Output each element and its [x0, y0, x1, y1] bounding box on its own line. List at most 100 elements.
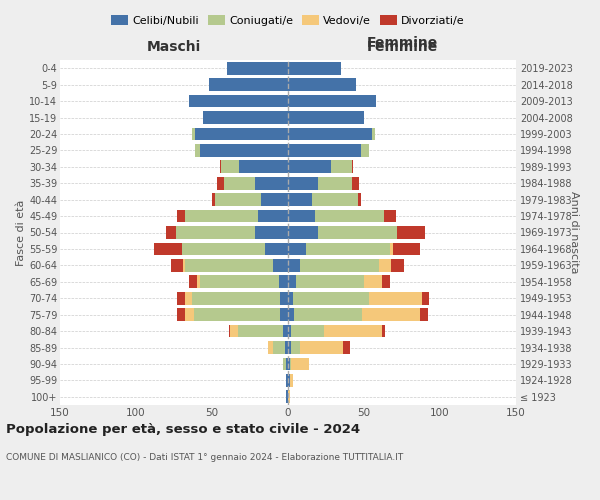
Bar: [296, 276, 364, 288]
Bar: [183, 259, 185, 272]
Bar: [185, 292, 192, 304]
Bar: [273, 341, 285, 354]
Bar: [254, 226, 288, 239]
Bar: [200, 144, 288, 157]
Bar: [227, 62, 288, 74]
Y-axis label: Anni di nascita: Anni di nascita: [569, 191, 578, 274]
Bar: [290, 374, 293, 387]
Bar: [422, 292, 430, 304]
Bar: [182, 242, 265, 256]
Text: Femmine: Femmine: [367, 36, 437, 50]
Bar: [288, 390, 290, 403]
Bar: [288, 259, 300, 272]
Bar: [306, 242, 390, 256]
Bar: [197, 276, 200, 288]
Bar: [154, 242, 182, 256]
Bar: [288, 276, 296, 288]
Text: Popolazione per età, sesso e stato civile - 2024: Popolazione per età, sesso e stato civil…: [6, 422, 360, 436]
Bar: [371, 128, 374, 140]
Text: Femmine: Femmine: [367, 40, 437, 54]
Bar: [254, 177, 288, 190]
Bar: [185, 210, 257, 222]
Bar: [293, 292, 368, 304]
Bar: [288, 308, 294, 321]
Bar: [257, 210, 288, 222]
Bar: [280, 292, 288, 304]
Bar: [361, 144, 368, 157]
Bar: [397, 226, 425, 239]
Bar: [288, 128, 371, 140]
Bar: [290, 358, 291, 370]
Bar: [286, 390, 288, 403]
Bar: [343, 341, 350, 354]
Bar: [319, 226, 397, 239]
Bar: [268, 341, 273, 354]
Bar: [316, 210, 384, 222]
Bar: [288, 193, 313, 206]
Bar: [352, 160, 353, 173]
Bar: [194, 308, 280, 321]
Bar: [283, 358, 286, 370]
Bar: [364, 276, 382, 288]
Bar: [288, 242, 306, 256]
Bar: [390, 242, 393, 256]
Bar: [176, 226, 254, 239]
Bar: [331, 160, 352, 173]
Bar: [285, 341, 288, 354]
Bar: [220, 160, 221, 173]
Bar: [185, 308, 194, 321]
Bar: [384, 210, 396, 222]
Bar: [288, 94, 376, 108]
Bar: [288, 374, 290, 387]
Bar: [358, 193, 361, 206]
Bar: [325, 324, 382, 338]
Bar: [420, 308, 428, 321]
Bar: [221, 160, 239, 173]
Bar: [294, 308, 362, 321]
Bar: [238, 324, 283, 338]
Bar: [177, 210, 185, 222]
Bar: [217, 177, 224, 190]
Bar: [260, 193, 288, 206]
Bar: [352, 177, 359, 190]
Bar: [185, 259, 273, 272]
Text: Maschi: Maschi: [147, 40, 201, 54]
Bar: [288, 62, 341, 74]
Bar: [192, 292, 280, 304]
Bar: [288, 144, 361, 157]
Bar: [288, 341, 291, 354]
Bar: [288, 177, 319, 190]
Bar: [288, 358, 290, 370]
Bar: [288, 292, 293, 304]
Bar: [288, 324, 291, 338]
Bar: [300, 341, 343, 354]
Bar: [368, 292, 422, 304]
Bar: [215, 193, 260, 206]
Legend: Celibi/Nubili, Coniugati/e, Vedovi/e, Divorziati/e: Celibi/Nubili, Coniugati/e, Vedovi/e, Di…: [107, 10, 469, 30]
Bar: [319, 177, 352, 190]
Bar: [279, 276, 288, 288]
Bar: [288, 160, 331, 173]
Bar: [286, 358, 288, 370]
Bar: [280, 308, 288, 321]
Bar: [195, 144, 200, 157]
Bar: [288, 78, 356, 91]
Bar: [286, 374, 288, 387]
Bar: [166, 226, 176, 239]
Bar: [379, 259, 391, 272]
Bar: [291, 358, 309, 370]
Bar: [189, 94, 288, 108]
Bar: [382, 276, 390, 288]
Bar: [391, 259, 404, 272]
Bar: [189, 276, 197, 288]
Bar: [203, 111, 288, 124]
Bar: [288, 226, 319, 239]
Bar: [224, 177, 254, 190]
Bar: [192, 128, 195, 140]
Bar: [382, 324, 385, 338]
Bar: [209, 78, 288, 91]
Bar: [291, 324, 325, 338]
Bar: [283, 324, 288, 338]
Bar: [239, 160, 288, 173]
Bar: [229, 324, 230, 338]
